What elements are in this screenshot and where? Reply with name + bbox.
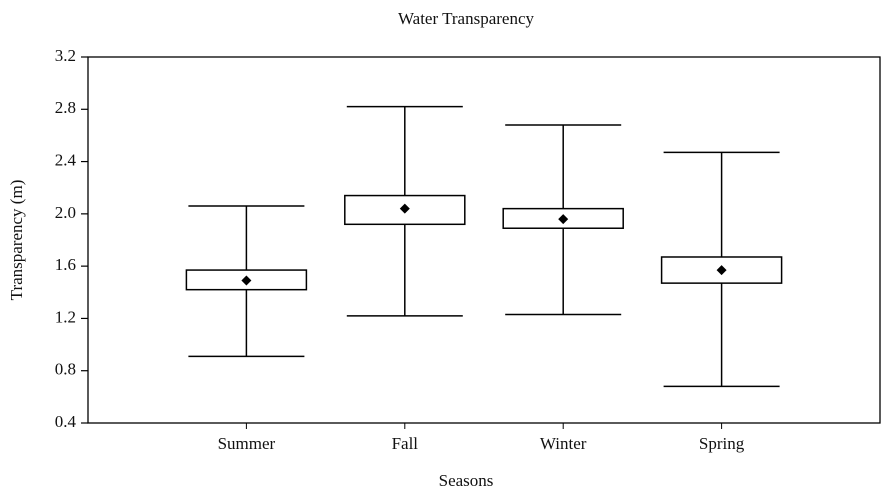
mean-marker (399, 203, 410, 214)
y-tick-label: 0.8 (55, 360, 76, 379)
y-tick-label: 2.0 (55, 203, 76, 222)
y-tick-label: 1.6 (55, 255, 76, 274)
y-tick-label: 3.2 (55, 46, 76, 65)
mean-marker (558, 214, 569, 225)
y-tick-label: 1.2 (55, 307, 76, 326)
mean-marker (716, 265, 727, 276)
y-tick-label: 0.4 (55, 412, 77, 431)
plot-frame (87, 56, 881, 424)
y-axis-label: Transparency (m) (7, 180, 26, 301)
y-tick-label: 2.4 (55, 150, 77, 169)
x-tick-label: Fall (392, 434, 419, 453)
mean-marker (241, 275, 252, 286)
x-axis-label: Seasons (439, 471, 494, 490)
x-tick-label: Winter (540, 434, 587, 453)
y-tick-label: 2.8 (55, 98, 76, 117)
x-tick-label: Summer (218, 434, 276, 453)
chart-title: Water Transparency (398, 9, 535, 28)
x-tick-label: Spring (699, 434, 745, 453)
